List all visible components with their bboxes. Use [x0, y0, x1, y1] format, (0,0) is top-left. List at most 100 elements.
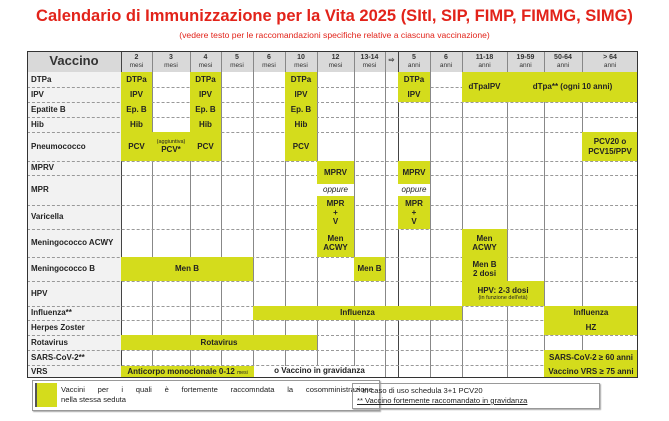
- dose-dtpa-adult: dTpa** (ogni 10 anni): [507, 72, 638, 102]
- dose-ipv: IPV: [285, 87, 317, 102]
- cell-text: Men: [327, 233, 344, 243]
- cell-text: DTPa: [31, 74, 52, 84]
- cell-text: Pneumococco: [31, 141, 86, 151]
- page-subtitle: (vedere testo per le raccomandazioni spe…: [179, 30, 490, 40]
- column-header: 10 mesi: [285, 51, 317, 72]
- row-divider: [27, 350, 638, 351]
- row-divider: [27, 87, 638, 88]
- cell-text: Men B: [175, 264, 199, 274]
- cell-text: dTpaIPV: [468, 82, 501, 92]
- cell-text: 11-18: [475, 53, 494, 61]
- cell-text: PCV20 o: [593, 137, 627, 147]
- column-header: 13-14 mesi: [354, 51, 385, 72]
- cell-text: mesi: [294, 61, 308, 69]
- cell-text: oppure: [401, 185, 427, 195]
- legend-color-text: Vaccini per i quali è fortemente raccomn…: [61, 385, 373, 394]
- cell-text: DTPa: [290, 74, 312, 84]
- dose-rotavirus: Rotavirus: [121, 335, 317, 350]
- cell-text: Men: [476, 233, 493, 243]
- cell-text: anni: [556, 61, 570, 69]
- cell-text: Meningococco B: [31, 264, 96, 274]
- cell-text: IPV: [130, 89, 143, 99]
- cell-text: Ep. B: [290, 104, 312, 114]
- cell-text: IPV: [31, 89, 44, 99]
- dose-dtpa: DTPa: [398, 72, 430, 87]
- cell-text: mesi: [198, 61, 213, 69]
- dose-pcv: PCV: [190, 132, 221, 161]
- legend-note-1: * In caso di uso schedula 3+1 PCV20: [357, 386, 483, 395]
- dose-mpr-v: MPR + V: [398, 196, 430, 229]
- row-label: Meningococco ACWY: [27, 229, 121, 257]
- cell-text: 12: [331, 53, 340, 61]
- row-label: IPV: [27, 87, 121, 102]
- dose-menb: Men B: [121, 257, 253, 281]
- column-header: 4 mesi: [190, 51, 221, 72]
- column-header: 3 mesi: [152, 51, 190, 72]
- dose-influenza-adult: Influenza: [544, 306, 638, 320]
- legend-color-swatch: [35, 383, 57, 407]
- dose-pcv-adult: PCV20 o PCV15/PPV: [582, 132, 638, 161]
- dose-pcv: PCV: [121, 132, 152, 161]
- row-divider: [27, 365, 638, 366]
- cell-text: ACWY: [323, 243, 348, 252]
- cell-text: Rotavirus: [31, 337, 68, 347]
- cell-text: DTPa: [126, 74, 147, 84]
- column-divider: [462, 51, 463, 378]
- row-label: HPV: [27, 281, 121, 306]
- dose-dtpa: DTPa: [121, 72, 152, 87]
- cell-text: o Vaccino in gravidanza: [274, 366, 365, 375]
- cell-text: Rotavirus: [200, 337, 238, 347]
- row-label: Influenza**: [27, 306, 121, 320]
- dose-influenza: Influenza: [253, 306, 462, 320]
- row-label: Rotavirus: [27, 335, 121, 350]
- vrs-pregnancy-option: o Vaccino in gravidanza: [254, 366, 385, 378]
- cell-text: 4: [203, 53, 208, 61]
- row-label: Epatite B: [27, 102, 121, 117]
- column-header: 2 mesi: [121, 51, 152, 72]
- dose-vrs-adult: Vaccino VRS ≥ 75 anni: [544, 365, 638, 378]
- cell-text: (aggiuntiva): [156, 138, 186, 145]
- cell-text: 13-14: [360, 53, 379, 61]
- cell-text: Herpes Zoster: [31, 322, 85, 332]
- dose-dtpa: DTPa: [190, 72, 221, 87]
- cell-text: PCV*: [161, 145, 181, 155]
- dose-dtpa: DTPa: [285, 72, 317, 87]
- cell-text: oppure: [323, 185, 348, 195]
- cell-text: Hib: [31, 119, 44, 129]
- row-divider: [27, 132, 638, 133]
- cell-text: Ep. B: [195, 104, 216, 114]
- cell-text: MPRV: [31, 163, 54, 173]
- header-label: Vaccino: [49, 53, 99, 69]
- column-divider: [152, 51, 153, 378]
- cell-text: IPV: [407, 89, 421, 99]
- cell-text: mesi: [362, 61, 377, 69]
- cell-text: +: [411, 207, 417, 217]
- cell-text: 2 dosi: [472, 269, 497, 278]
- dose-vrs-monoclonal: Anticorpo monoclonale 0-12 mesi: [121, 366, 254, 378]
- row-label: VRS: [27, 365, 121, 378]
- column-divider: [354, 51, 355, 378]
- cell-text: 3: [169, 53, 173, 61]
- cell-text: 2: [134, 53, 139, 61]
- dose-epb: Ep. B: [121, 102, 152, 117]
- cell-text: Hib: [130, 119, 143, 129]
- cell-text: HPV: 2-3 dosi: [477, 285, 529, 295]
- cell-text: V: [332, 217, 339, 227]
- cell-text: Meningococco ACWY: [31, 238, 114, 248]
- cell-text: Influenza: [573, 308, 609, 318]
- row-label: SARS-CoV-2**: [27, 350, 121, 365]
- cell-text: PCV15/PPV: [588, 146, 632, 156]
- cell-text: ACWY: [472, 243, 497, 252]
- dose-epb: Ep. B: [190, 102, 221, 117]
- cell-text: PCV: [197, 141, 214, 151]
- dose-men-acwy: Men ACWY: [317, 229, 354, 257]
- column-divider: [121, 51, 122, 378]
- column-header: 11-18 anni: [462, 51, 507, 72]
- cell-text: 6: [267, 53, 271, 61]
- cell-text: anni: [478, 61, 491, 69]
- dose-hpv: HPV: 2-3 dosi (in funzione dell'età): [462, 281, 544, 306]
- column-header: 5 mesi: [221, 51, 253, 72]
- column-header: 6 mesi: [253, 51, 285, 72]
- cell-text: Hib: [199, 119, 212, 129]
